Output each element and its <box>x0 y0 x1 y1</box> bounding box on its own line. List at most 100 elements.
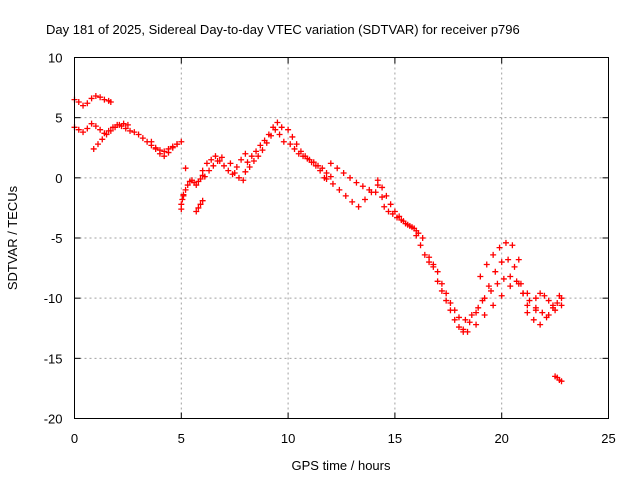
data-point <box>411 225 418 232</box>
data-point <box>524 309 531 316</box>
data-point <box>347 174 354 181</box>
data-point <box>394 214 401 221</box>
data-point <box>291 145 298 152</box>
data-point <box>327 173 334 180</box>
data-point <box>197 201 204 208</box>
data-point <box>165 149 172 156</box>
data-point <box>274 119 281 126</box>
data-point <box>413 232 420 239</box>
data-point <box>169 144 176 151</box>
series-afternoon-c <box>374 177 420 234</box>
series-main-early-low <box>90 120 131 152</box>
data-point <box>246 164 253 171</box>
data-point <box>340 170 347 177</box>
data-point <box>537 290 544 297</box>
data-point <box>500 275 507 282</box>
data-point <box>460 326 467 333</box>
data-point <box>312 162 319 169</box>
data-point <box>496 244 503 251</box>
data-point <box>481 295 488 302</box>
data-point <box>225 167 232 174</box>
y-tick-label: -10 <box>44 291 63 306</box>
series-descent <box>413 232 467 335</box>
data-point <box>75 99 82 106</box>
data-point <box>334 165 341 172</box>
data-point <box>193 208 200 215</box>
data-point <box>242 150 249 157</box>
data-point <box>80 102 87 109</box>
x-tick-label: 15 <box>388 431 402 446</box>
data-point <box>227 160 234 167</box>
data-point <box>218 154 225 161</box>
data-point <box>88 120 95 127</box>
data-point <box>293 141 300 148</box>
data-point <box>120 120 127 127</box>
data-point <box>116 121 123 128</box>
data-point <box>179 196 186 203</box>
data-point <box>206 167 213 174</box>
data-point <box>148 138 155 145</box>
series-upper-arc <box>71 93 114 109</box>
data-point <box>466 319 473 326</box>
data-point <box>257 142 264 149</box>
series-mid-climb <box>242 126 287 175</box>
data-points <box>71 93 565 385</box>
data-point <box>530 316 537 323</box>
data-point <box>84 125 91 132</box>
data-point <box>240 177 247 184</box>
data-point <box>101 96 108 103</box>
data-point <box>156 150 163 157</box>
data-point <box>406 222 413 229</box>
data-point <box>214 157 221 164</box>
data-point <box>180 192 187 199</box>
x-tick-label: 0 <box>71 431 78 446</box>
data-point <box>419 235 426 241</box>
data-point <box>498 292 505 299</box>
data-point <box>520 290 527 297</box>
data-point <box>201 173 208 180</box>
series-main-early-b <box>148 138 181 160</box>
data-point <box>537 321 544 328</box>
data-point <box>182 165 189 172</box>
data-point <box>451 307 458 314</box>
data-point <box>554 299 561 306</box>
y-tick-label: -15 <box>44 351 63 366</box>
data-point <box>235 174 242 181</box>
data-point <box>558 295 565 302</box>
data-point <box>250 157 257 164</box>
series-noon <box>285 126 334 180</box>
data-point <box>92 93 99 100</box>
data-point <box>426 254 433 261</box>
series-loop-outer <box>460 256 531 333</box>
data-point <box>329 180 336 187</box>
data-point <box>558 378 565 385</box>
data-point <box>361 196 368 203</box>
data-point <box>323 170 330 177</box>
series-recovery <box>180 172 206 199</box>
data-point <box>443 290 450 297</box>
y-tick-label: -5 <box>51 231 63 246</box>
data-point <box>355 203 362 210</box>
series-morning-rise <box>199 150 249 178</box>
data-point <box>545 297 552 304</box>
series-loop-inner <box>462 273 527 323</box>
chart-title: Day 181 of 2025, Sidereal Day-to-day VTE… <box>46 22 520 37</box>
data-point <box>464 328 471 335</box>
data-point <box>248 153 255 160</box>
data-point <box>255 153 262 160</box>
data-point <box>242 168 249 175</box>
data-point <box>477 273 484 280</box>
data-point <box>481 312 488 319</box>
data-point <box>238 156 245 163</box>
data-point <box>323 176 330 183</box>
data-point <box>381 203 388 210</box>
data-point <box>75 126 82 133</box>
x-tick-label: 20 <box>494 431 508 446</box>
data-point <box>107 99 114 106</box>
data-point <box>182 186 189 193</box>
data-point <box>139 135 146 142</box>
x-tick-label: 10 <box>281 431 295 446</box>
data-point <box>221 162 228 169</box>
data-point <box>127 127 134 134</box>
